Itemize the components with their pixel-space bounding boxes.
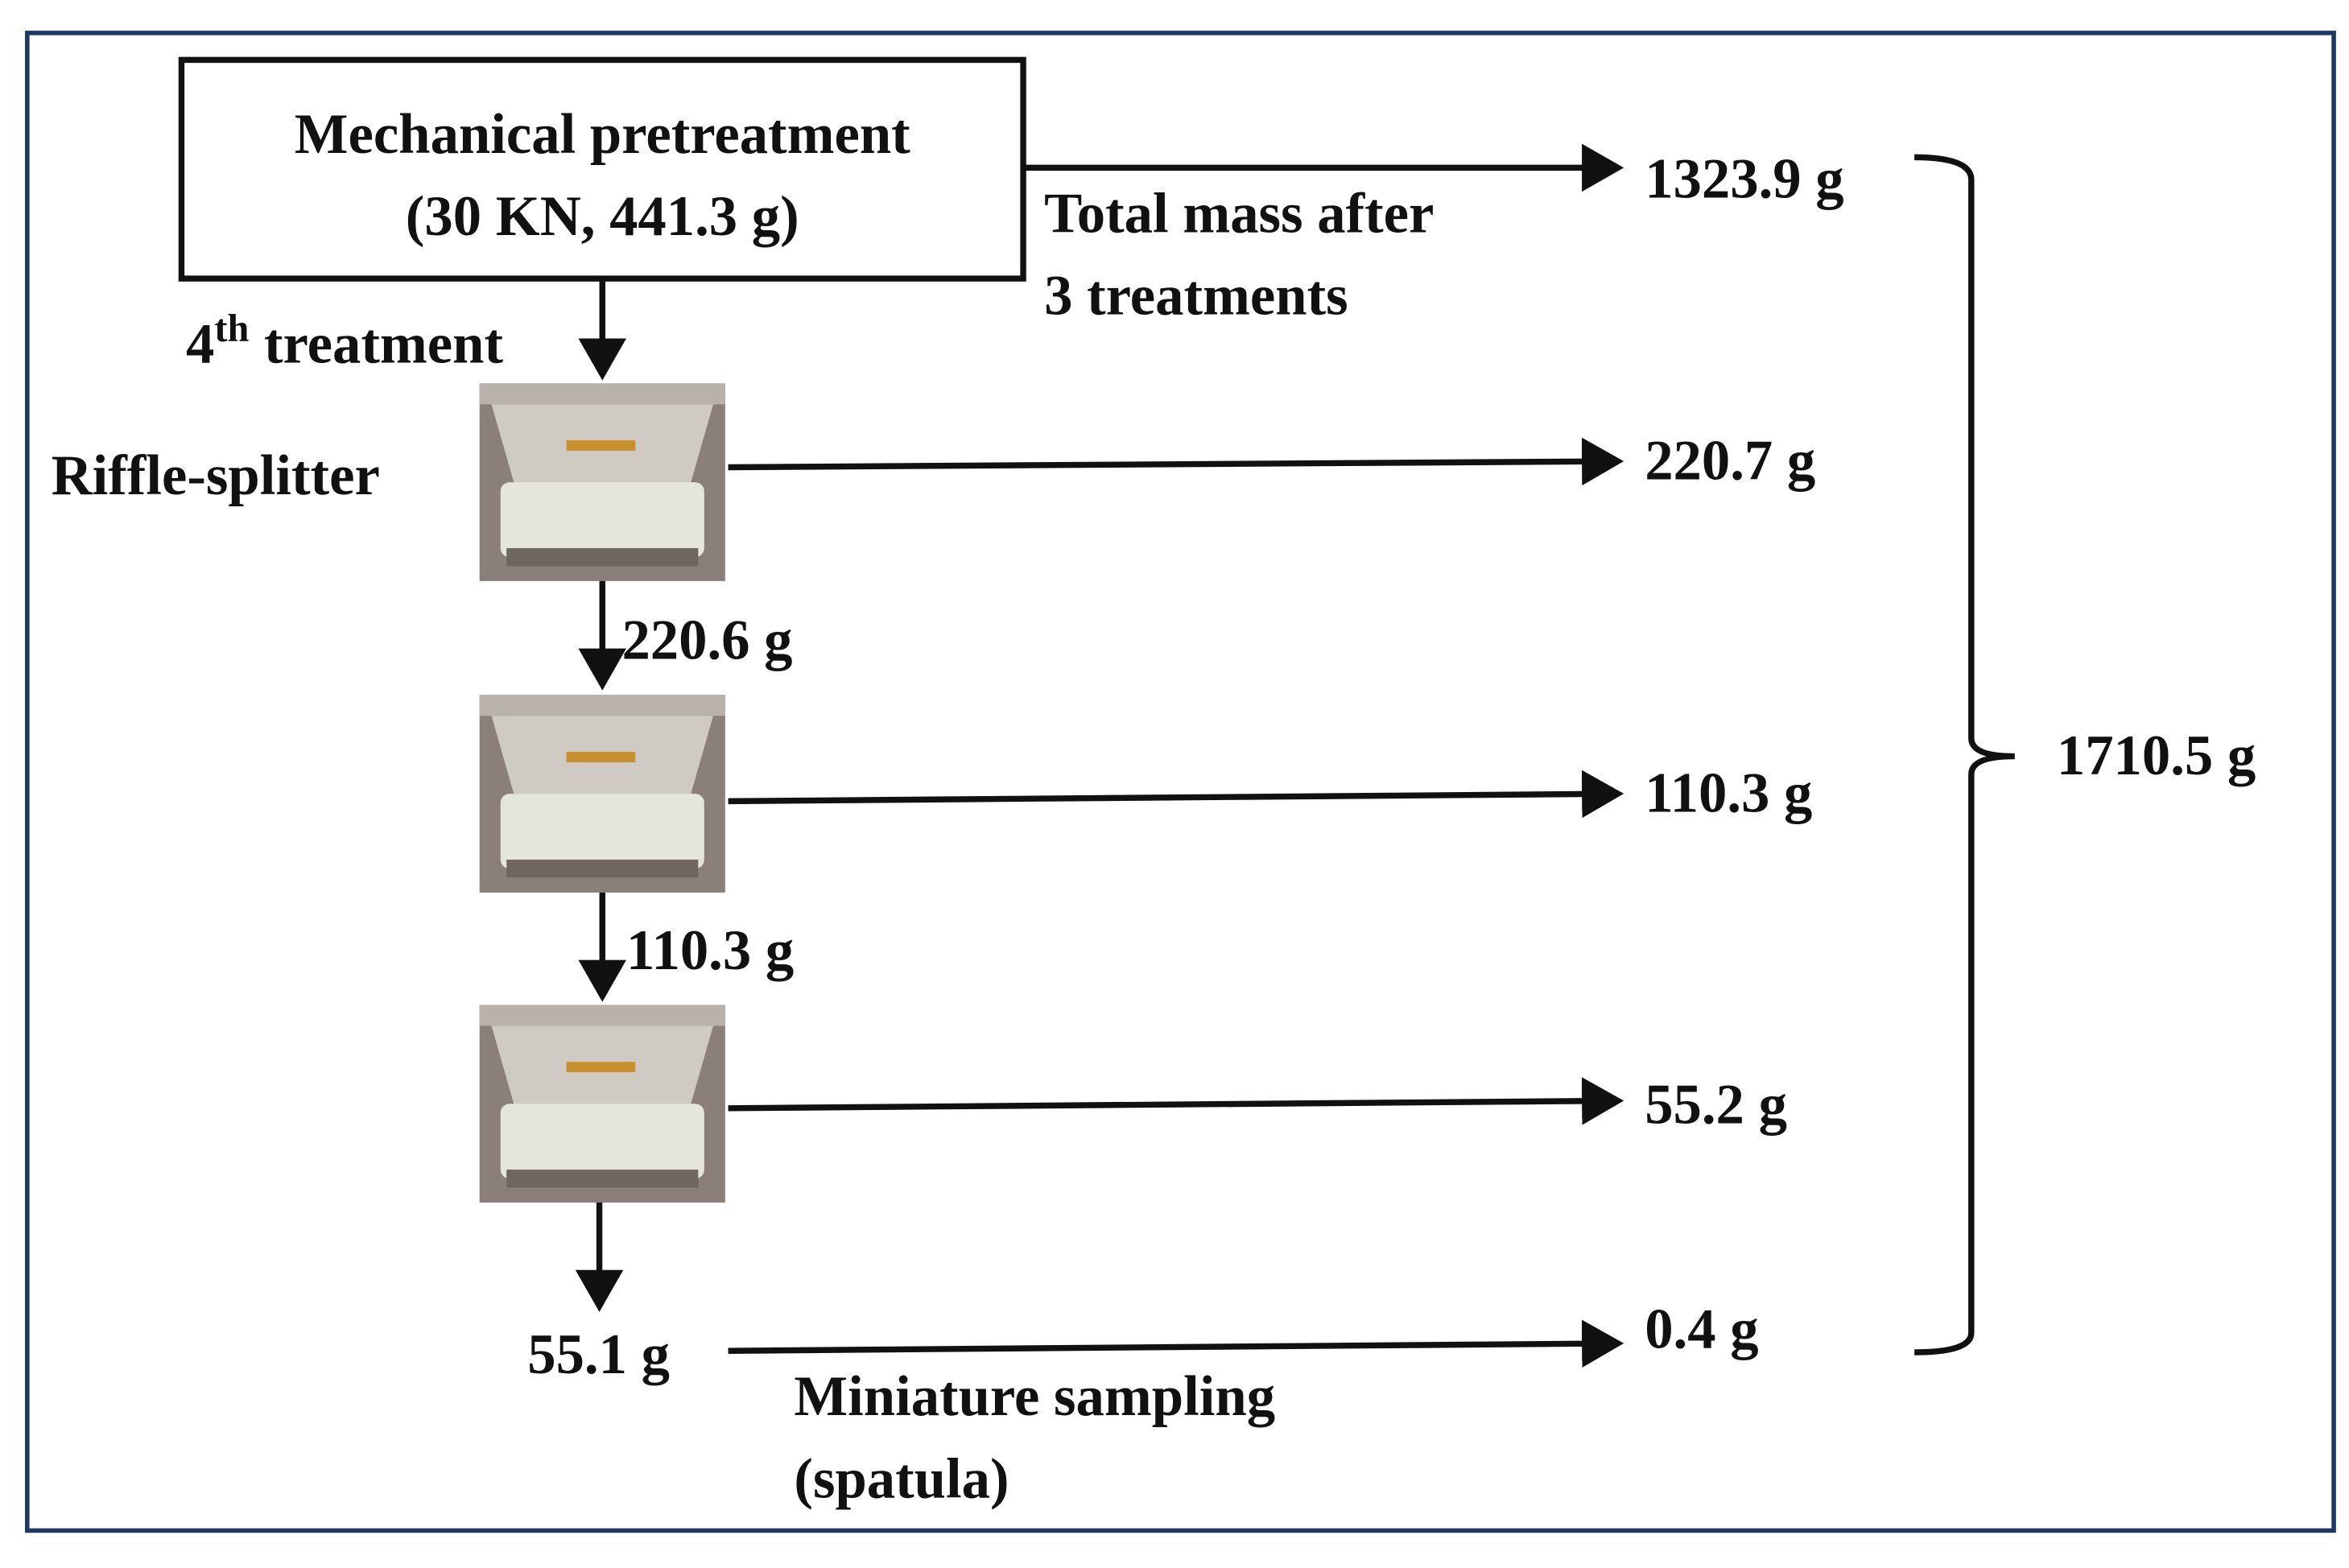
splitter-image — [479, 1005, 725, 1203]
arrow — [728, 1077, 1624, 1125]
output-mass: 1323.9 g — [1645, 148, 1843, 211]
step-label: 4th treatment — [186, 307, 503, 375]
arrow — [728, 437, 1624, 486]
output-mass: 55.2 g — [1645, 1073, 1787, 1136]
box-subtitle: (30 KN, 441.3 g) — [406, 185, 799, 248]
splitter-image — [479, 695, 725, 893]
output-mass: 0.4 g — [1645, 1298, 1758, 1360]
process-box — [178, 56, 1026, 282]
step-text: treatment — [264, 312, 503, 375]
arrow — [728, 1319, 1624, 1368]
step-suffix: th — [214, 307, 249, 350]
splitter-image — [479, 383, 725, 581]
total-mass: 1710.5 g — [2057, 724, 2256, 787]
note: Miniature sampling — [794, 1365, 1275, 1428]
output-mass: 110.3 g — [1645, 761, 1812, 824]
step-number: 4 — [186, 312, 214, 375]
output-mass: 220.7 g — [1645, 429, 1815, 492]
brace — [1914, 154, 2015, 1355]
pass-mass: 220.6 g — [621, 609, 792, 672]
note: (spatula) — [794, 1448, 1009, 1511]
box-title: Mechanical pretreatment — [295, 103, 910, 166]
pass-mass: 110.3 g — [626, 919, 794, 982]
frame — [25, 31, 2336, 1533]
splitter-label: Riffle-splitter — [52, 444, 380, 507]
arrow — [728, 770, 1624, 819]
note: 3 treatments — [1044, 265, 1348, 328]
note: Total mass after — [1044, 182, 1434, 245]
pass-mass: 55.1 g — [527, 1323, 670, 1386]
